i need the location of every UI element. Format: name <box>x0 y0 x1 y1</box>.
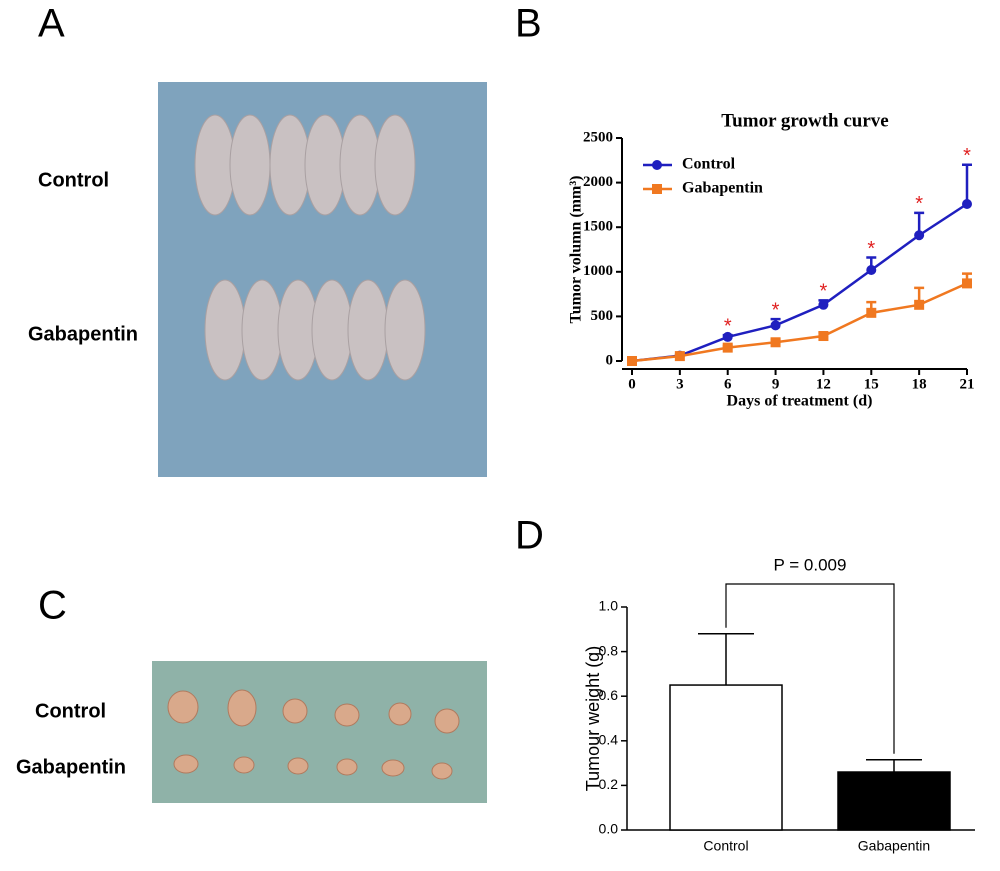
x-tick-label: 21 <box>960 376 975 392</box>
x-tick-label: 12 <box>816 376 831 392</box>
bar-chart: Tumour weight (g) 0.0 0.2 0.4 0.6 0.8 1.0 Contr… <box>583 555 975 854</box>
y-tick-label: 0.2 <box>599 776 619 792</box>
y-axis-label: Tumour weight (g) <box>583 646 603 791</box>
photo-label: Gabapentin <box>28 323 138 345</box>
x-tick-label: 3 <box>676 376 684 392</box>
significance-marker: * <box>963 145 971 167</box>
y-tick-label: 1.0 <box>599 598 619 614</box>
y-tick-label: 2000 <box>583 174 613 190</box>
significance-marker: * <box>820 281 828 303</box>
y-tick-label: 0.4 <box>599 732 619 748</box>
photo-tumors <box>152 661 487 803</box>
panel-letter: A <box>38 2 65 46</box>
legend-label: Gabapentin <box>682 180 763 197</box>
x-tick-label: 0 <box>628 376 636 392</box>
photo-label: Control <box>35 700 106 722</box>
x-tick-label: 9 <box>772 376 780 392</box>
marker <box>722 342 733 353</box>
series-line <box>631 202 968 363</box>
marker <box>962 278 972 289</box>
photo-label: Control <box>38 169 109 191</box>
photo-label: Gabapentin <box>16 756 126 778</box>
error-bar <box>698 633 754 686</box>
legend-label: Control <box>682 156 736 173</box>
marker <box>770 337 781 348</box>
x-tick-label: 18 <box>912 376 927 392</box>
significance-marker: * <box>724 315 732 337</box>
marker <box>914 299 925 310</box>
panel-letter: B <box>515 2 542 46</box>
series-line <box>631 282 968 363</box>
marker <box>914 230 925 241</box>
marker <box>866 265 877 276</box>
y-tick-label: 1000 <box>583 263 613 279</box>
annotation: P = 0.009 <box>774 555 847 574</box>
y-tick-label: 0.0 <box>599 821 619 837</box>
significance-marker: * <box>772 299 780 321</box>
marker <box>866 307 877 318</box>
error-bar <box>962 163 972 205</box>
marker <box>962 199 972 210</box>
y-axis-label: Tumor volumn (mm³) <box>568 176 585 324</box>
x-tick-label: 15 <box>864 376 879 392</box>
marker <box>770 320 781 331</box>
panel-letter: D <box>515 514 544 558</box>
error-bar <box>866 759 922 773</box>
bar <box>837 771 951 831</box>
y-tick-label: 1500 <box>583 219 613 235</box>
marker <box>674 351 685 362</box>
y-tick-label: 0 <box>606 352 614 368</box>
chart-title: Tumor growth curve <box>721 110 888 131</box>
significance-marker: * <box>867 238 875 260</box>
panel-letter: C <box>38 584 67 628</box>
significance-marker: * <box>915 193 923 215</box>
x-tick-label: 6 <box>724 376 732 392</box>
marker <box>722 331 733 342</box>
legend-marker <box>652 184 662 194</box>
bar <box>669 684 783 831</box>
line-chart: Tumor growth curve Days of treatment (d) T… <box>568 110 975 409</box>
x-tick-label: Gabapentin <box>858 838 930 854</box>
y-tick-label: 2500 <box>583 129 613 145</box>
significance-bracket <box>725 583 895 754</box>
y-tick-label: 0.6 <box>599 687 619 703</box>
photo-mice <box>158 82 487 477</box>
y-tick-label: 0.8 <box>599 642 619 658</box>
x-axis-label: Days of treatment (d) <box>727 393 873 410</box>
marker <box>818 331 829 342</box>
marker <box>627 356 637 366</box>
marker <box>818 299 829 310</box>
x-tick-label: Control <box>703 838 748 854</box>
y-tick-label: 500 <box>591 308 614 324</box>
legend-marker <box>652 160 662 170</box>
